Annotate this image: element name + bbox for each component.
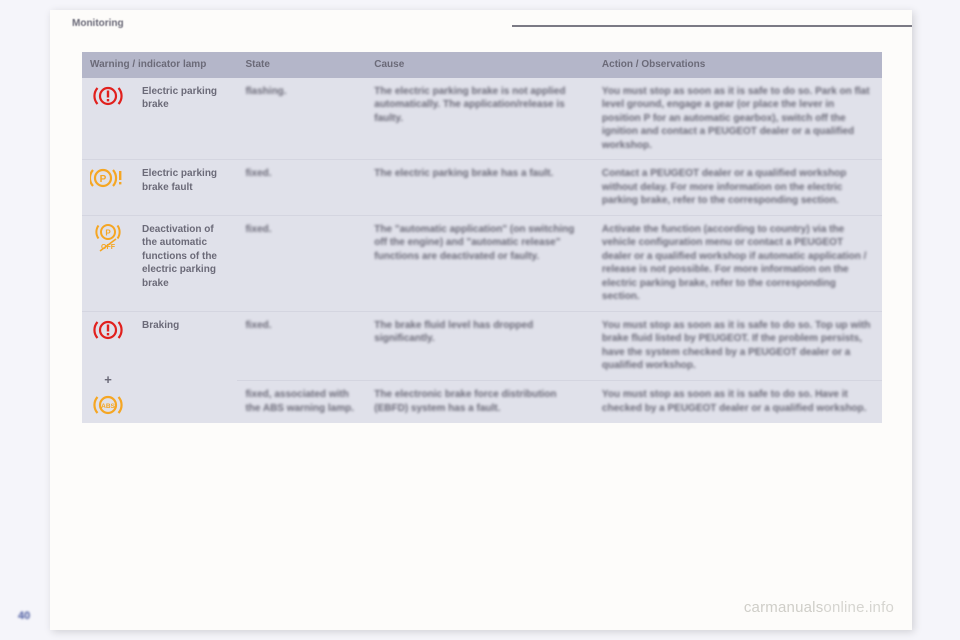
cause-cell: The electric parking brake has a fault. [366, 160, 594, 216]
watermark-left: carmanuals [744, 599, 824, 616]
state-cell: fixed. [237, 311, 366, 381]
state-text: fixed, associated with the ABS warning l… [245, 389, 354, 414]
th-state: State [237, 52, 366, 78]
watermark: carmanualsonline.info [744, 599, 894, 616]
cause-cell: The electronic brake force distribution … [366, 381, 594, 423]
svg-text:ABS: ABS [101, 403, 115, 410]
lamp-name: Braking [142, 320, 179, 331]
cause-text: The "automatic application" (on switchin… [374, 224, 574, 262]
lamp-name: Electric parking brake [142, 86, 217, 111]
lamp-name-cell: Deactivation of the automatic functions … [134, 215, 237, 311]
lamp-icon-cell [82, 78, 134, 160]
action-text: Activate the function (according to coun… [602, 224, 867, 303]
state-cell: flashing. [237, 78, 366, 160]
action-cell: You must stop as soon as it is safe to d… [594, 311, 882, 381]
lamp-icon-cell: + ABS [82, 311, 134, 423]
action-cell: Activate the function (according to coun… [594, 215, 882, 311]
table-row: P OFF Deactivation of the automatic func… [82, 215, 882, 311]
auto-off-icon: P OFF [92, 223, 124, 253]
cause-cell: The electric parking brake is not applie… [366, 78, 594, 160]
section-title: Monitoring [72, 18, 124, 29]
lamp-name: Deactivation of the automatic functions … [142, 224, 217, 289]
cause-text: The electronic brake force distribution … [374, 389, 556, 414]
state-cell: fixed, associated with the ABS warning l… [237, 381, 366, 423]
plus-symbol: + [90, 371, 126, 389]
action-text: You must stop as soon as it is safe to d… [602, 320, 871, 372]
cause-cell: The brake fluid level has dropped signif… [366, 311, 594, 381]
svg-text:P: P [105, 228, 111, 237]
page-number: 40 [18, 610, 30, 622]
action-text: You must stop as soon as it is safe to d… [602, 86, 870, 151]
svg-text:P: P [100, 174, 107, 185]
lamp-name-cell: Braking [134, 311, 237, 423]
state-cell: fixed. [237, 215, 366, 311]
warning-lamp-table: Warning / indicator lamp State Cause Act… [82, 52, 882, 423]
lamp-icon-cell: P OFF [82, 215, 134, 311]
manual-page: Monitoring Warning / indicator lamp Stat… [50, 10, 912, 630]
table-row: Electric parking brake flashing. The ele… [82, 78, 882, 160]
watermark-right: online.info [823, 599, 894, 616]
cause-cell: The "automatic application" (on switchin… [366, 215, 594, 311]
top-rule [512, 25, 912, 27]
brake-warning-icon [92, 319, 124, 341]
lamp-name-cell: Electric parking brake [134, 78, 237, 160]
state-text: fixed. [245, 168, 271, 179]
brake-warning-icon [92, 85, 124, 107]
lamp-name: Electric parking brake fault [142, 168, 217, 193]
state-text: fixed. [245, 320, 271, 331]
th-lamp: Warning / indicator lamp [82, 52, 237, 78]
lamp-name-cell: Electric parking brake fault [134, 160, 237, 216]
state-text: flashing. [245, 86, 286, 97]
table-header-row: Warning / indicator lamp State Cause Act… [82, 52, 882, 78]
action-cell: You must stop as soon as it is safe to d… [594, 381, 882, 423]
action-cell: Contact a PEUGEOT dealer or a qualified … [594, 160, 882, 216]
parking-brake-fault-icon: P [90, 167, 126, 189]
action-text: You must stop as soon as it is safe to d… [602, 389, 867, 414]
abs-warning-icon: ABS [92, 394, 124, 416]
cause-text: The electric parking brake has a fault. [374, 168, 553, 179]
th-cause: Cause [366, 52, 594, 78]
state-text: fixed. [245, 224, 271, 235]
table-row: P Electric parking brake fault fixed. Th… [82, 160, 882, 216]
lamp-icon-cell: P [82, 160, 134, 216]
table-row: + ABS Braking fixed. The brake fluid lev… [82, 311, 882, 381]
action-cell: You must stop as soon as it is safe to d… [594, 78, 882, 160]
th-action: Action / Observations [594, 52, 882, 78]
action-text: Contact a PEUGEOT dealer or a qualified … [602, 168, 847, 206]
state-cell: fixed. [237, 160, 366, 216]
cause-text: The electric parking brake is not applie… [374, 86, 565, 124]
cause-text: The brake fluid level has dropped signif… [374, 320, 533, 345]
